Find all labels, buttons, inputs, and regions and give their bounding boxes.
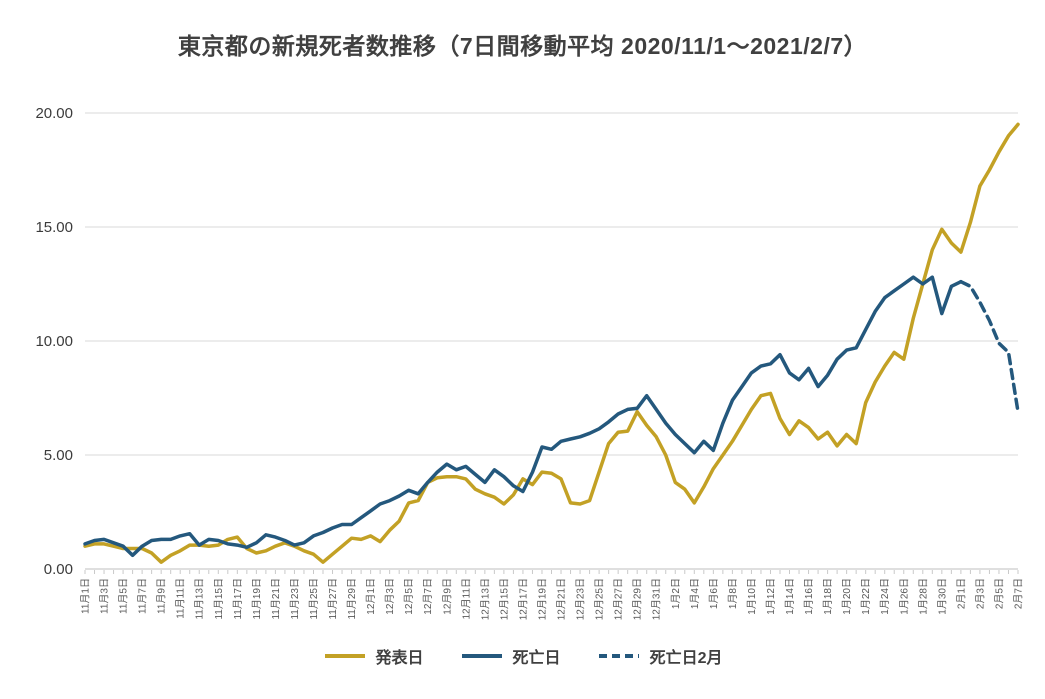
x-tick-label: 11月1日 bbox=[80, 578, 92, 614]
x-tick-label: 11月9日 bbox=[156, 578, 168, 614]
x-tick-label: 11月25日 bbox=[308, 578, 320, 620]
x-tick-label: 1月6日 bbox=[708, 578, 720, 609]
x-tick-label: 12月7日 bbox=[422, 578, 434, 615]
x-tick-label: 1月10日 bbox=[746, 578, 758, 615]
x-tick-label: 11月3日 bbox=[99, 578, 111, 614]
legend-line-swatch-icon bbox=[461, 654, 502, 658]
x-tick-label: 12月9日 bbox=[441, 578, 453, 615]
x-tick-label: 12月5日 bbox=[403, 578, 415, 615]
x-tick-label: 11月21日 bbox=[270, 578, 282, 620]
series-line-0 bbox=[83, 122, 1020, 564]
x-tick-label: 1月26日 bbox=[898, 578, 910, 615]
x-tick-label: 11月7日 bbox=[137, 578, 149, 614]
x-tick-label: 12月21日 bbox=[556, 578, 568, 620]
legend-line-swatch-icon bbox=[598, 654, 639, 658]
x-tick-label: 1月28日 bbox=[917, 578, 929, 615]
legend-item-2: 死亡日2月 bbox=[597, 644, 723, 668]
legend-label: 死亡日2月 bbox=[649, 650, 723, 667]
x-tick-label: 1月12日 bbox=[765, 578, 777, 615]
x-tick-label: 12月31日 bbox=[651, 578, 663, 620]
x-tick-label: 12月3日 bbox=[384, 578, 396, 615]
y-tick-label: 10.00 bbox=[35, 333, 73, 350]
x-tick-label: 1月2日 bbox=[670, 578, 682, 609]
x-tick-label: 12月27日 bbox=[613, 578, 625, 620]
x-tick-label: 12月11日 bbox=[460, 578, 472, 620]
y-tick-label: 20.00 bbox=[35, 105, 73, 122]
legend-line-swatch-icon bbox=[324, 654, 365, 658]
y-tick-label: 5.00 bbox=[44, 447, 73, 464]
x-tick-label: 11月15日 bbox=[213, 578, 225, 620]
line-chart: 0.00 5.00 10.00 15.00 20.00 11月1日 11月3日 11月5日 11… bbox=[35, 105, 1025, 620]
x-tick-label: 1月8日 bbox=[727, 578, 739, 609]
x-tick-label: 1月16日 bbox=[803, 578, 815, 615]
x-tick-label: 11月27日 bbox=[327, 578, 339, 620]
x-tick-label: 1月30日 bbox=[936, 578, 948, 615]
x-tick-label: 12月13日 bbox=[479, 578, 491, 620]
y-tick-label: 15.00 bbox=[35, 219, 73, 236]
legend-item-0: 発表日 bbox=[323, 644, 424, 668]
series-line-2 bbox=[959, 279, 1020, 414]
x-tick-label: 2月1日 bbox=[955, 578, 967, 609]
x-tick-label: 12月15日 bbox=[498, 578, 510, 620]
x-tick-label: 11月17日 bbox=[232, 578, 244, 620]
x-tick-label: 11月13日 bbox=[194, 578, 206, 620]
legend-item-1: 死亡日 bbox=[460, 644, 561, 668]
chart-title: 東京都の新規死者数推移（7日間移動平均 2020/11/1～2021/2/7） bbox=[177, 33, 868, 59]
x-tick-label: 11月29日 bbox=[346, 578, 358, 620]
x-tick-label: 12月29日 bbox=[632, 578, 644, 620]
x-tick-label: 11月23日 bbox=[289, 578, 301, 620]
x-tick-label: 2月7日 bbox=[1013, 578, 1025, 609]
x-tick-label: 12月23日 bbox=[575, 578, 587, 620]
x-tick-label: 11月5日 bbox=[118, 578, 130, 614]
x-tick-label: 11月11日 bbox=[175, 578, 187, 619]
x-tick-label: 12月17日 bbox=[517, 578, 529, 620]
x-tick-label: 1月4日 bbox=[689, 578, 701, 609]
x-tick-label: 2月5日 bbox=[994, 578, 1006, 609]
y-tick-label: 0.00 bbox=[44, 561, 73, 578]
chart-legend: 発表日 死亡日 死亡日2月 bbox=[0, 644, 1045, 668]
x-tick-label: 1月22日 bbox=[860, 578, 872, 615]
legend-label: 発表日 bbox=[375, 650, 424, 667]
x-tick-label: 12月25日 bbox=[594, 578, 606, 620]
x-tick-label: 1月20日 bbox=[841, 578, 853, 615]
x-tick-label: 1月14日 bbox=[784, 578, 796, 615]
x-tick-label: 12月1日 bbox=[365, 578, 377, 615]
series-line-1 bbox=[83, 275, 963, 558]
legend-label: 死亡日 bbox=[512, 650, 561, 667]
x-tick-label: 11月19日 bbox=[251, 578, 263, 620]
x-tick-label: 2月3日 bbox=[974, 578, 986, 609]
x-tick-label: 1月18日 bbox=[822, 578, 834, 615]
x-tick-label: 12月19日 bbox=[537, 578, 549, 620]
x-tick-label: 1月24日 bbox=[879, 578, 891, 615]
